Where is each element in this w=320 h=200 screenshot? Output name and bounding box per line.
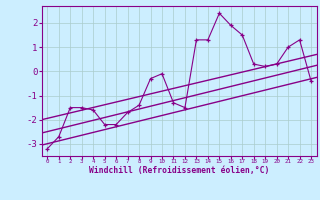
X-axis label: Windchill (Refroidissement éolien,°C): Windchill (Refroidissement éolien,°C) — [89, 166, 269, 175]
